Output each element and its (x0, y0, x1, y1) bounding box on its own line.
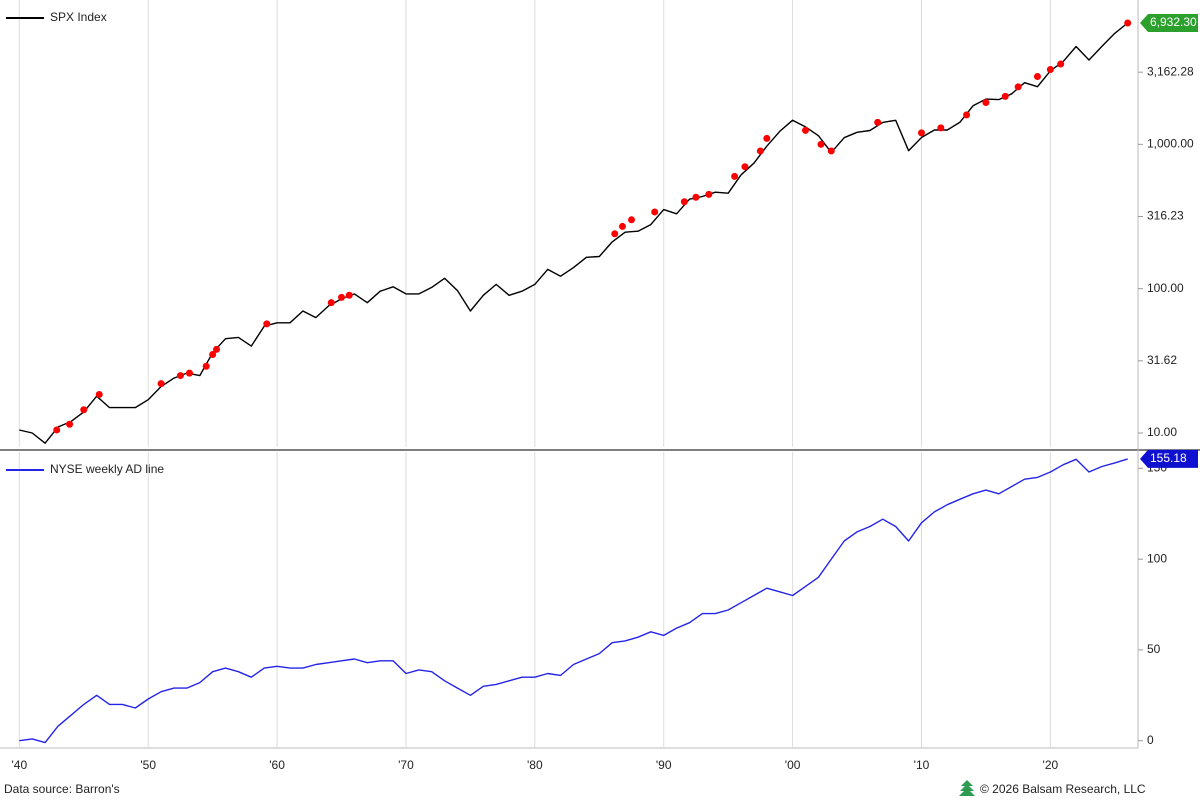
highlight-point (756, 147, 764, 155)
highlight-point (741, 163, 749, 171)
highlight-point (157, 380, 165, 388)
y-tick-label: 10.00 (1147, 425, 1177, 439)
highlight-point (1124, 19, 1132, 27)
highlight-point (213, 345, 221, 353)
y-tick-label: 1,000.00 (1147, 137, 1194, 151)
legend-label: SPX Index (50, 10, 107, 24)
highlight-point (917, 129, 925, 137)
x-tick-label: '00 (785, 758, 801, 772)
highlight-point (692, 193, 700, 201)
highlight-point (1014, 83, 1022, 91)
highlight-point (731, 172, 739, 180)
highlight-point (66, 420, 74, 428)
highlight-point (763, 134, 771, 142)
x-tick-label: '50 (140, 758, 156, 772)
x-tick-label: '10 (914, 758, 930, 772)
y-tick-label: 50 (1147, 642, 1161, 656)
end-value-tag (1140, 449, 1198, 468)
y-tick-label: 31.62 (1147, 353, 1177, 367)
x-tick-label: '40 (12, 758, 28, 772)
end-value-tag (1140, 13, 1198, 32)
x-tick-label: '20 (1043, 758, 1059, 772)
highlight-point (705, 190, 713, 198)
highlight-point (209, 350, 217, 358)
y-tick-label: 100.00 (1147, 281, 1184, 295)
highlight-point (963, 111, 971, 119)
highlight-point (263, 320, 271, 328)
highlight-point (1046, 65, 1054, 73)
y-tick-label: 100 (1147, 551, 1167, 565)
highlight-point (53, 426, 61, 434)
source-note: Data source: Barron's (4, 782, 120, 796)
highlight-point (202, 362, 210, 370)
y-tick-label: 0 (1147, 733, 1154, 747)
y-tick-label: 3,162.28 (1147, 64, 1194, 78)
highlight-point (817, 140, 825, 148)
data-line (19, 458, 1128, 744)
highlight-point (680, 198, 688, 206)
highlight-point (80, 406, 88, 414)
highlight-point (345, 291, 353, 299)
highlight-point (801, 126, 809, 134)
highlight-point (327, 299, 335, 307)
end-value-label: 155.18 (1150, 451, 1187, 465)
highlight-point (651, 208, 659, 216)
x-tick-label: '90 (656, 758, 672, 772)
highlight-point (874, 118, 882, 126)
logo-icon (959, 780, 975, 796)
highlight-point (628, 216, 636, 224)
highlight-point (1057, 60, 1065, 68)
highlight-point (1001, 92, 1009, 100)
highlight-point (618, 222, 626, 230)
x-tick-label: '70 (398, 758, 414, 772)
highlight-point (611, 230, 619, 238)
highlight-point (982, 98, 990, 106)
highlight-point (827, 147, 835, 155)
x-tick-label: '80 (527, 758, 543, 772)
copyright: © 2026 Balsam Research, LLC (980, 782, 1146, 796)
x-tick-label: '60 (269, 758, 285, 772)
end-value-label: 6,932.30 (1150, 15, 1197, 29)
legend-label: NYSE weekly AD line (50, 462, 164, 476)
highlight-point (95, 390, 103, 398)
highlight-point (176, 372, 184, 380)
highlight-point (1033, 73, 1041, 81)
highlight-point (937, 124, 945, 132)
highlight-point (338, 293, 346, 301)
footer: Data source: Barron's © 2026 Balsam Rese… (4, 780, 1146, 796)
y-tick-label: 316.23 (1147, 209, 1184, 223)
highlight-point (185, 369, 193, 377)
